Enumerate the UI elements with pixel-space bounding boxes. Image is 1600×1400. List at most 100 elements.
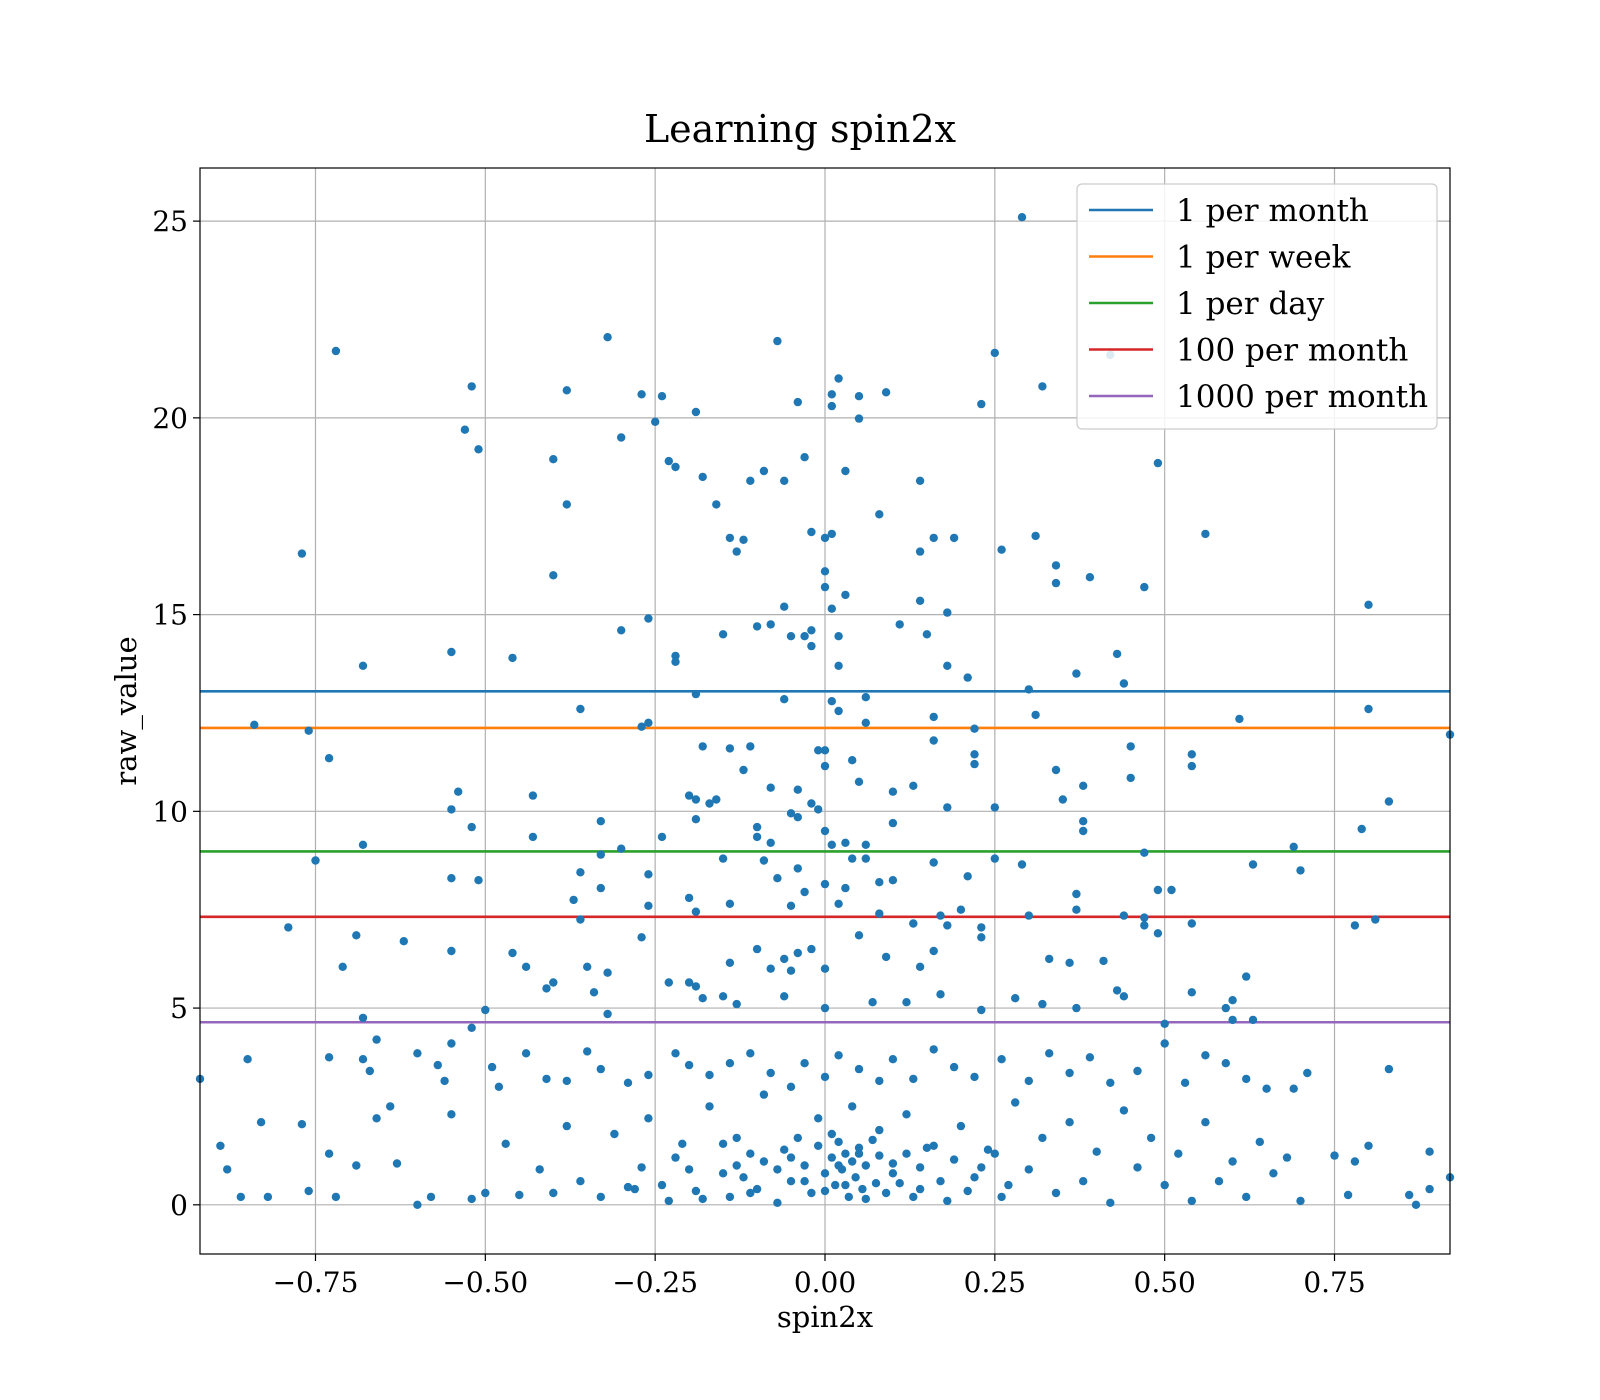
scatter-point [1289,842,1298,851]
scatter-point [596,850,605,859]
scatter-point [1072,905,1081,914]
scatter-point [963,673,972,682]
scatter-point [1031,531,1040,541]
scatter-point [977,923,986,932]
scatter-point [997,1055,1006,1064]
scatter-point [997,1192,1006,1202]
scatter-point [827,697,836,706]
scatter-point [949,533,959,543]
scatter-point [1248,1015,1258,1025]
scatter-point [841,883,850,893]
scatter-point [1296,1196,1305,1206]
scatter-point [725,744,735,753]
scatter-point [820,1003,830,1013]
scatter-point [1065,1118,1074,1127]
scatter-point [718,630,728,639]
scatter-point [460,425,470,434]
scatter-point [793,813,802,822]
scatter-point [929,533,938,543]
y-axis-ticks: 0 5 10 15 20 25 [152,205,200,1222]
scatter-point [447,1039,456,1048]
scatter-point [1119,1106,1129,1115]
scatter-point [807,527,816,537]
scatter-point [1112,649,1122,659]
scatter-point [854,931,864,940]
scatter-point [963,872,972,881]
scatter-point [848,1102,857,1111]
scatter-point [780,992,789,1001]
scatter-point [338,962,347,971]
scatter-point [786,1177,796,1186]
scatter-point [1133,1066,1142,1076]
scatter-point [800,1059,809,1068]
scatter-point [1112,986,1122,995]
scatter-point [562,1076,571,1086]
scatter-point [664,456,673,466]
scatter-point [943,661,952,670]
scatter-point [617,844,626,853]
chart-title: Learning spin2x [644,107,956,151]
scatter-points [195,213,1455,1210]
scatter-point [712,795,721,804]
scatter-point [515,1190,524,1200]
scatter-point [691,982,701,991]
scatter-point [1106,1198,1115,1208]
scatter-point [766,1068,775,1078]
scatter-point [637,933,646,942]
legend-label: 1 per week [1176,240,1351,276]
scatter-point [780,695,789,704]
y-axis-label: raw_value [109,636,144,785]
scatter-point [691,795,701,804]
scatter-point [1221,1003,1231,1013]
scatter-point [929,1141,938,1151]
scatter-point [297,549,307,558]
scatter-point [786,901,796,910]
scatter-point [1153,458,1163,468]
scatter-point [977,933,986,942]
scatter-point [1072,669,1081,678]
scatter-point [576,1177,585,1186]
scatter-point [1140,582,1149,592]
scatter-point [759,1090,769,1099]
scatter-point [1024,1165,1034,1174]
scatter-point [1072,889,1081,899]
scatter-point [868,1135,877,1145]
scatter-point [413,1049,422,1058]
scatter-point [725,1059,735,1068]
scatter-point [854,777,864,786]
scatter-point [902,1110,911,1119]
scatter-point [752,832,762,842]
scatter-point [1187,750,1197,759]
scatter-point [888,876,898,885]
scatter-point [569,895,578,905]
scatter-point [263,1192,273,1202]
scatter-point [902,1149,911,1158]
scatter-point [915,596,925,605]
scatter-point [834,1137,843,1147]
scatter-point [861,1161,870,1170]
scatter-point [1228,996,1237,1005]
scatter-point [773,1165,782,1174]
scatter-point [1350,921,1360,930]
scatter-point [820,1169,830,1178]
scatter-point [902,998,911,1007]
scatter-point [718,854,728,863]
scatter-point [637,722,646,731]
scatter-point [1004,1180,1013,1190]
scatter-point [684,1165,694,1174]
scatter-point [542,1074,551,1084]
scatter-point [848,756,857,765]
scatter-point [447,805,456,814]
scatter-point [644,870,653,879]
scatter-point [780,1145,789,1154]
scatter-point [990,1149,999,1158]
scatter-point [684,1060,694,1070]
scatter-point [881,952,891,962]
scatter-point [841,1149,850,1158]
scatter-point [467,1023,476,1032]
scatter-point [1079,826,1088,836]
scatter-point [691,689,701,699]
scatter-point [1079,817,1088,826]
scatter-point [909,919,918,928]
scatter-point [875,909,884,918]
